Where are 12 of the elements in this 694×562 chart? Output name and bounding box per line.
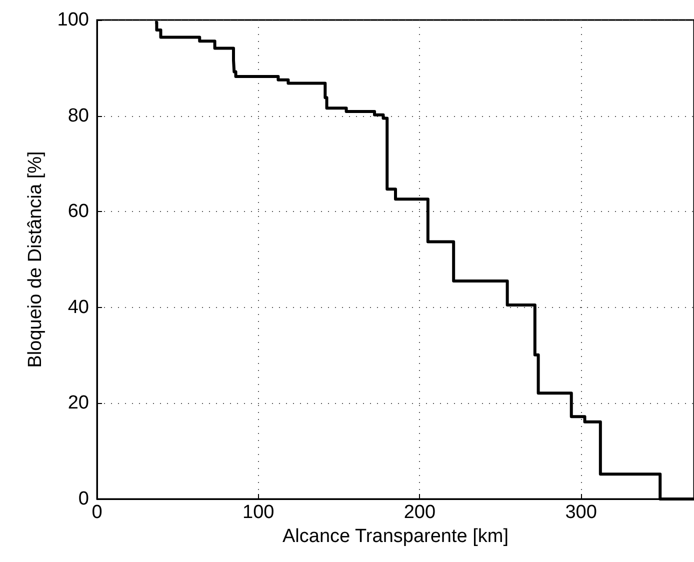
y-tick-label: 100 — [57, 10, 89, 30]
y-tick-label: 0 — [78, 488, 89, 510]
y-tick-label: 80 — [68, 105, 89, 126]
x-tick-label: 300 — [565, 502, 597, 523]
y-tick-label: 20 — [68, 392, 89, 414]
y-tick-label: 40 — [68, 296, 89, 318]
y-tick-label: 60 — [68, 201, 89, 222]
x-axis-title: Alcance Transparente [km] — [282, 526, 508, 547]
x-tick-label: 200 — [404, 502, 436, 523]
y-axis-title: Bloqueio de Distância [%] — [25, 151, 46, 368]
x-tick-label: 100 — [242, 502, 274, 523]
x-tick-label: 0 — [92, 502, 102, 523]
